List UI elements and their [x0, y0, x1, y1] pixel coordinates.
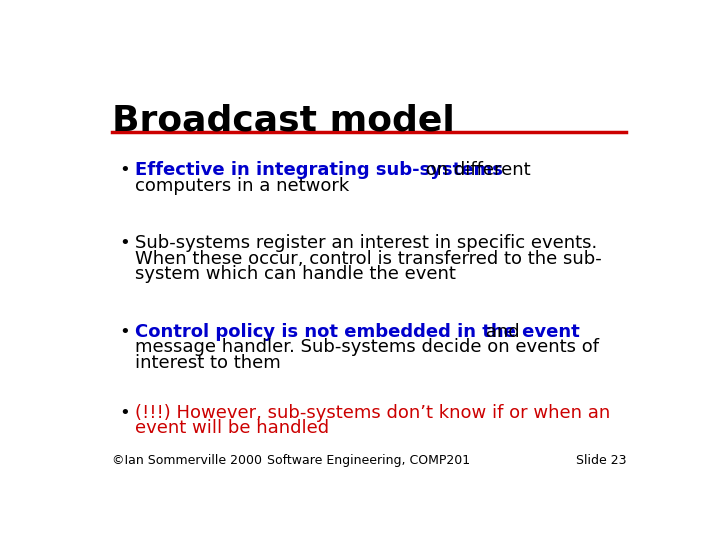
Text: Control policy is not embedded in the event: Control policy is not embedded in the ev… [135, 323, 580, 341]
Text: Slide 23: Slide 23 [576, 454, 626, 467]
Text: (!!!) However, sub-systems don’t know if or when an: (!!!) However, sub-systems don’t know if… [135, 403, 611, 422]
Text: system which can handle the event: system which can handle the event [135, 265, 456, 284]
Text: When these occur, control is transferred to the sub-: When these occur, control is transferred… [135, 249, 602, 268]
Text: Sub-systems register an interest in specific events.: Sub-systems register an interest in spec… [135, 234, 597, 252]
Text: Software Engineering, COMP201: Software Engineering, COMP201 [267, 454, 471, 467]
Text: Effective in integrating sub-systems: Effective in integrating sub-systems [135, 161, 503, 179]
Text: message handler. Sub-systems decide on events of: message handler. Sub-systems decide on e… [135, 338, 599, 356]
Text: •: • [120, 323, 130, 341]
Text: ©Ian Sommerville 2000: ©Ian Sommerville 2000 [112, 454, 261, 467]
Text: •: • [120, 161, 130, 179]
Text: interest to them: interest to them [135, 354, 281, 372]
Text: on different: on different [420, 161, 531, 179]
Text: •: • [120, 234, 130, 252]
Text: Broadcast model: Broadcast model [112, 103, 454, 137]
Text: and: and [480, 323, 519, 341]
Text: computers in a network: computers in a network [135, 177, 349, 194]
Text: event will be handled: event will be handled [135, 419, 329, 437]
Text: •: • [120, 403, 130, 422]
